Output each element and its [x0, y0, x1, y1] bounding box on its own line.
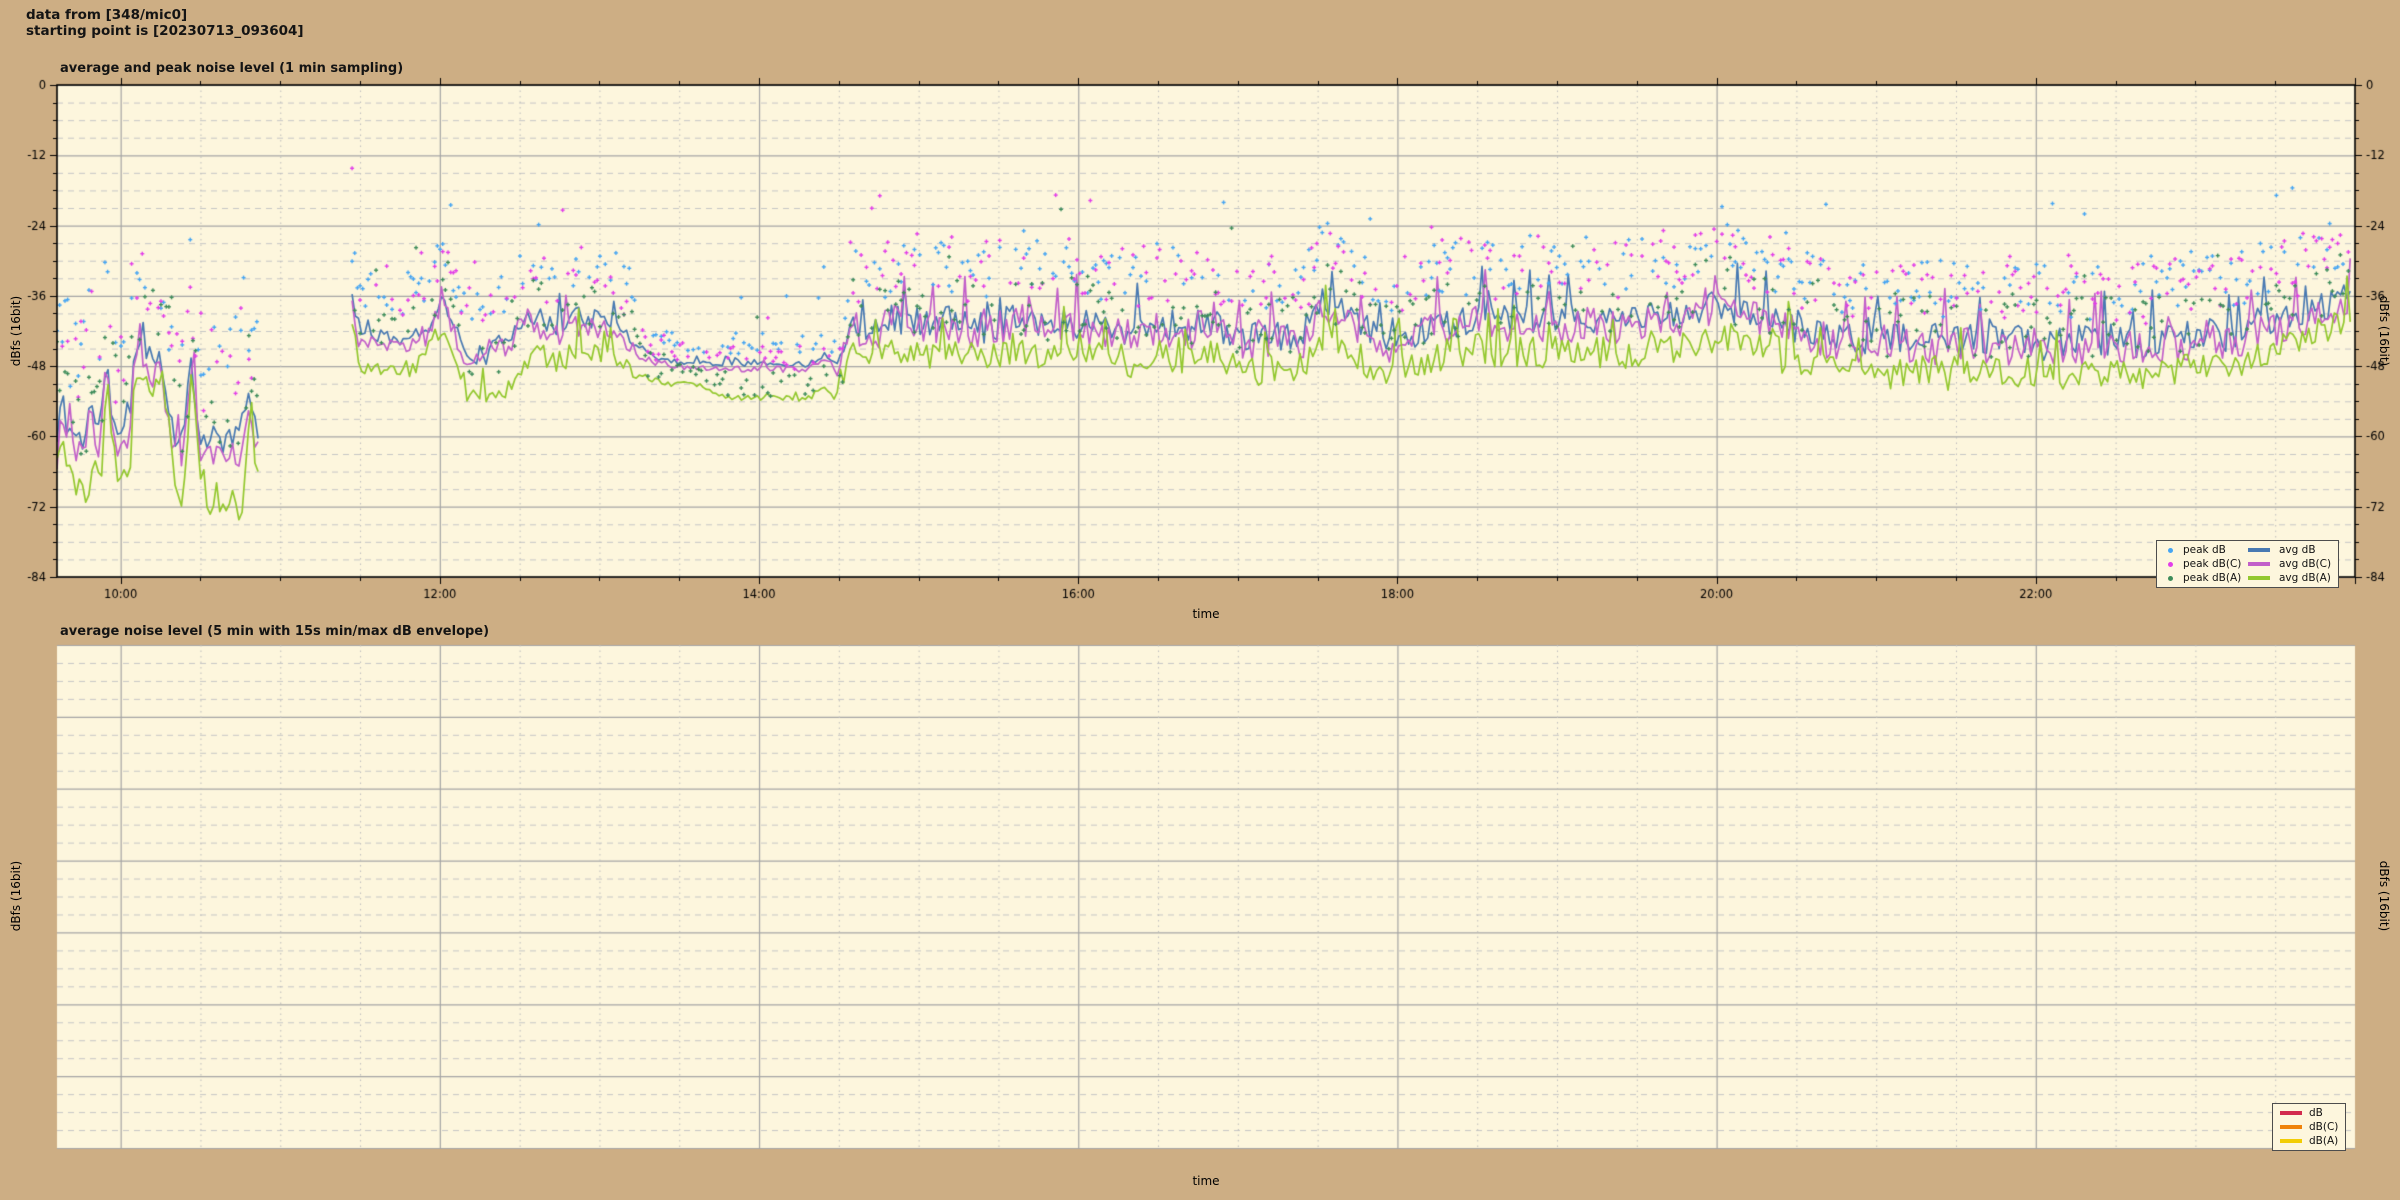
top-chart-legend: peak dB avg dB peak dB(C) avg dB(C) peak…	[2156, 540, 2340, 588]
bottom-chart-title: average noise level (5 min with 15s min/…	[60, 624, 490, 639]
legend-label-avg-dba: avg dB(A)	[2279, 572, 2331, 584]
peak-dbc-swatch-icon	[2167, 561, 2173, 567]
avg-db-swatch-icon	[2248, 548, 2270, 552]
bottom-chart-xlabel: time	[1192, 1174, 1220, 1188]
top-chart-ylabel-right: dBfs (16bit)	[2377, 295, 2391, 367]
legend-label-db: dB	[2309, 1107, 2323, 1119]
legend-label-avg-dbc: avg dB(C)	[2279, 558, 2332, 570]
bottom-chart-ylabel-left: dBfs (16bit)	[9, 860, 23, 932]
dba-swatch-icon	[2280, 1139, 2302, 1143]
avg-dba-swatch-icon	[2248, 576, 2270, 580]
db-swatch-icon	[2280, 1111, 2302, 1115]
legend-label-avg-db: avg dB	[2279, 544, 2316, 556]
header-starting-point: starting point is [20230713_093604]	[26, 23, 304, 39]
legend-label-dba: dB(A)	[2309, 1135, 2339, 1147]
header: data from [348/mic0] starting point is […	[26, 7, 304, 39]
legend-label-dbc: dB(C)	[2309, 1121, 2339, 1133]
bottom-chart-ylabel-right: dBfs (16bit)	[2377, 860, 2391, 932]
bottom-chart-legend: dB dB(C) dB(A)	[2272, 1103, 2347, 1151]
header-data-source: data from [348/mic0]	[26, 7, 188, 23]
top-chart-ylabel-left: dBfs (16bit)	[9, 295, 23, 367]
peak-db-swatch-icon	[2167, 547, 2173, 553]
top-chart-xlabel: time	[1192, 607, 1220, 621]
dbc-swatch-icon	[2280, 1125, 2302, 1129]
peak-dba-swatch-icon	[2167, 575, 2173, 581]
top-chart-title: average and peak noise level (1 min samp…	[60, 61, 404, 76]
avg-dbc-swatch-icon	[2248, 562, 2270, 566]
legend-label-peak-db: peak dB	[2183, 544, 2226, 556]
legend-label-peak-dba: peak dB(A)	[2183, 572, 2242, 584]
legend-label-peak-dbc: peak dB(C)	[2183, 558, 2242, 570]
